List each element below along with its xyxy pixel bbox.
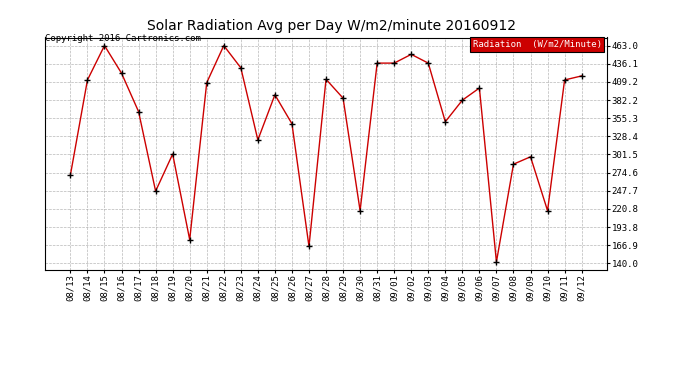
Text: Solar Radiation Avg per Day W/m2/minute 20160912: Solar Radiation Avg per Day W/m2/minute … <box>147 19 515 33</box>
Text: Radiation  (W/m2/Minute): Radiation (W/m2/Minute) <box>473 40 602 49</box>
Text: Copyright 2016 Cartronics.com: Copyright 2016 Cartronics.com <box>45 34 201 43</box>
